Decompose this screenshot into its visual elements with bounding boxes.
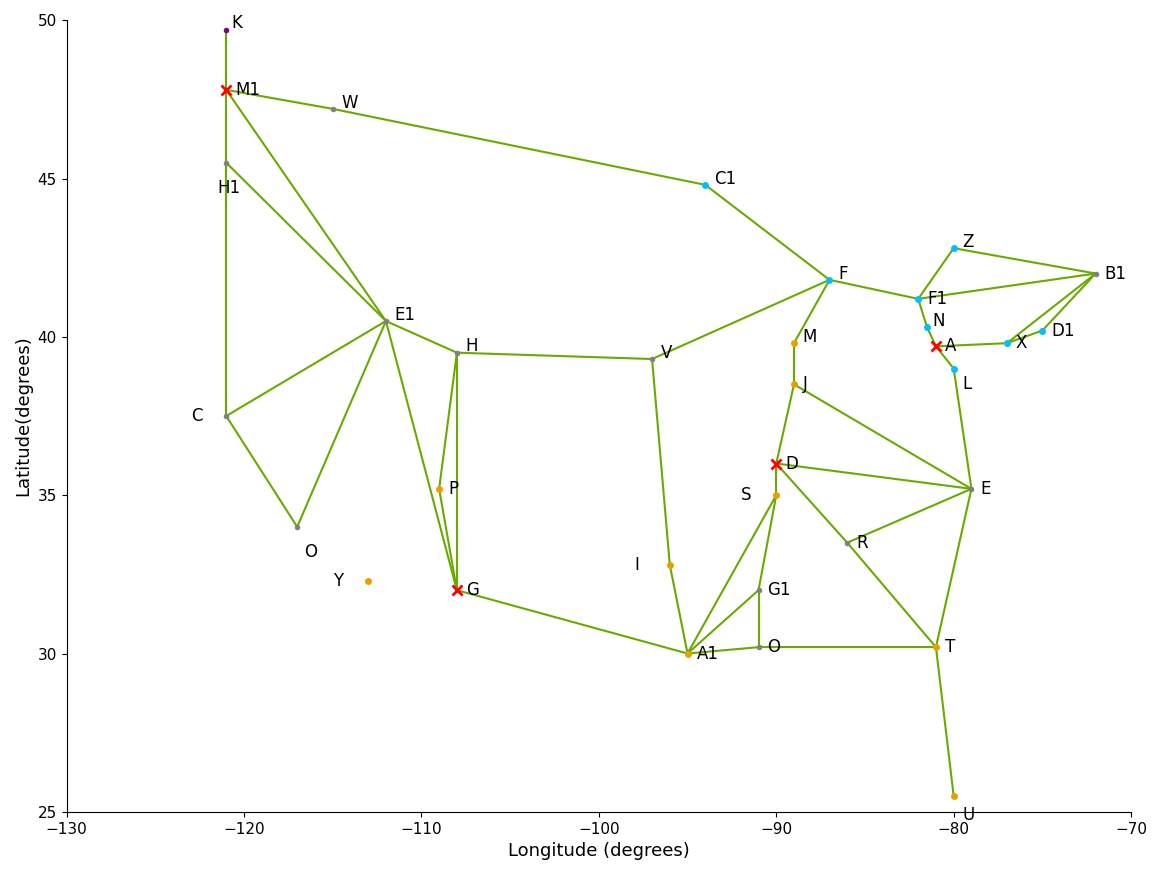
Text: D1: D1 — [1051, 322, 1075, 339]
Text: I: I — [634, 556, 640, 574]
Text: N: N — [932, 312, 945, 330]
Text: F: F — [838, 265, 848, 282]
Text: G: G — [466, 581, 478, 600]
Text: P: P — [448, 480, 459, 498]
Text: W: W — [341, 94, 358, 112]
Text: A1: A1 — [697, 644, 719, 662]
Text: C: C — [190, 407, 202, 425]
Text: Z: Z — [962, 232, 974, 251]
Y-axis label: Latitude(degrees): Latitude(degrees) — [14, 336, 31, 496]
Text: D: D — [785, 454, 798, 473]
X-axis label: Longitude (degrees): Longitude (degrees) — [509, 843, 690, 860]
Text: V: V — [661, 343, 672, 362]
Text: B1: B1 — [1104, 265, 1126, 282]
Text: K: K — [231, 14, 243, 32]
Text: O: O — [304, 543, 317, 561]
Text: C1: C1 — [714, 170, 736, 188]
Text: H: H — [466, 337, 478, 356]
Text: J: J — [803, 375, 808, 393]
Text: M1: M1 — [235, 81, 260, 99]
Text: O: O — [767, 638, 780, 656]
Text: Y: Y — [333, 572, 342, 590]
Text: X: X — [1016, 334, 1027, 352]
Text: L: L — [962, 375, 972, 393]
Text: H1: H1 — [217, 179, 240, 197]
Text: U: U — [962, 806, 975, 824]
Text: E1: E1 — [395, 306, 416, 323]
Text: E: E — [980, 480, 990, 498]
Text: T: T — [945, 638, 956, 656]
Text: F1: F1 — [928, 290, 947, 308]
Text: M: M — [803, 328, 817, 346]
Text: S: S — [741, 486, 751, 504]
Text: G1: G1 — [767, 581, 791, 600]
Text: A: A — [945, 337, 957, 356]
Text: R: R — [856, 534, 867, 551]
